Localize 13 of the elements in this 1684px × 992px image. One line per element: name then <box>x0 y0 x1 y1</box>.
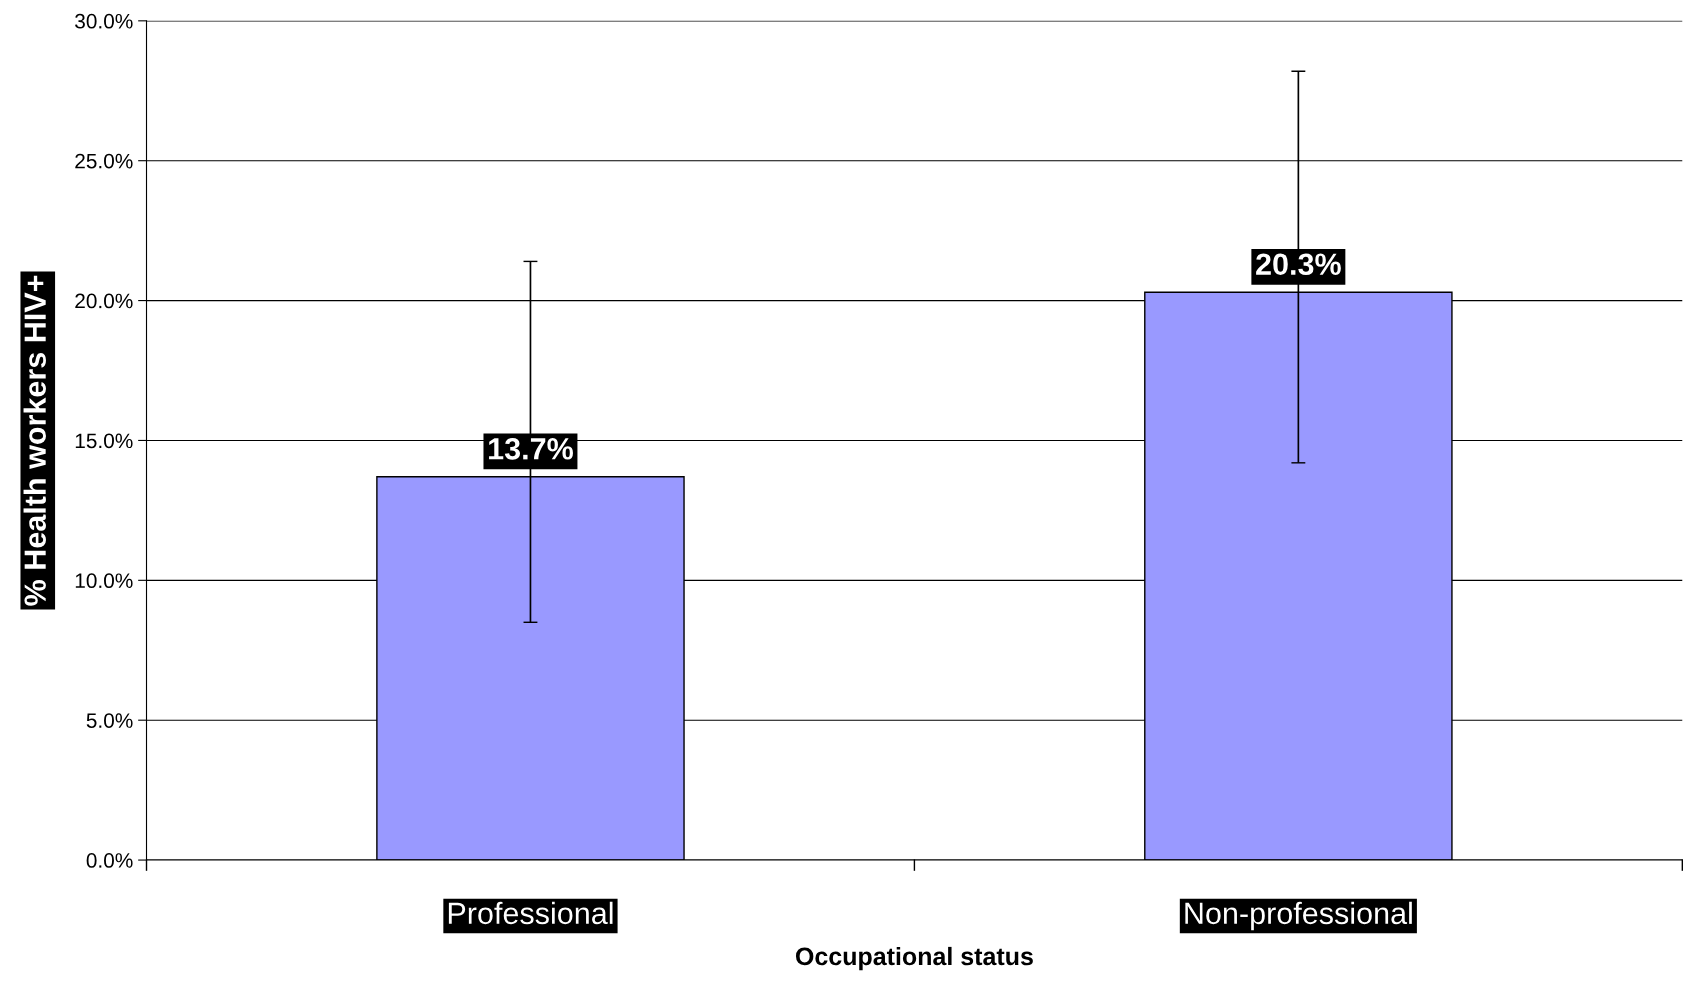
x-axis-title: Occupational status <box>795 946 1033 971</box>
y-tick-label: 30.0% <box>75 13 133 29</box>
y-tick-label: 0.0% <box>86 853 133 868</box>
data-label: 20.3% <box>1256 253 1341 276</box>
y-axis-title: % Health workers HIV+ <box>23 275 46 606</box>
y-tick-label: 10.0% <box>75 573 133 589</box>
x-tick-label: Professional <box>448 901 613 925</box>
y-tick-label: 15.0% <box>75 433 133 449</box>
y-tick-label: 20.0% <box>75 293 133 309</box>
y-tick-label: 25.0% <box>75 153 133 169</box>
y-tick-label: 5.0% <box>86 713 133 728</box>
x-tick-label: Non-professional <box>1185 901 1412 931</box>
data-label: 13.7% <box>489 438 573 460</box>
